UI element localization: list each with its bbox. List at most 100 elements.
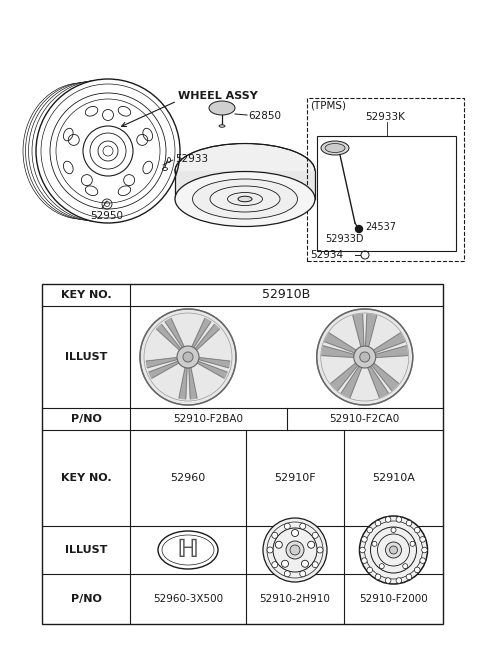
Circle shape [276,541,282,548]
Circle shape [281,560,288,567]
Circle shape [361,537,367,543]
Circle shape [286,541,304,559]
Circle shape [385,578,391,583]
Text: P/NO: P/NO [71,414,101,424]
Polygon shape [198,358,230,368]
Circle shape [312,562,318,567]
Text: 52910F: 52910F [274,473,316,483]
Polygon shape [156,325,181,351]
Circle shape [140,309,236,405]
Bar [307,98,464,261]
Text: 52950: 52950 [91,211,123,221]
Ellipse shape [175,144,315,199]
Circle shape [360,547,365,553]
Polygon shape [194,325,219,351]
Text: ILLUST: ILLUST [65,352,107,362]
Text: ILLUST: ILLUST [65,545,107,555]
Bar [42,284,443,624]
Circle shape [290,545,300,555]
Text: P/NO: P/NO [71,594,101,604]
Circle shape [284,571,290,577]
Polygon shape [341,365,362,398]
Circle shape [420,558,425,564]
Polygon shape [146,358,178,368]
Circle shape [360,516,428,584]
Text: WHEEL ASSY: WHEEL ASSY [178,91,258,101]
Circle shape [406,574,412,580]
Polygon shape [353,314,364,348]
Circle shape [414,527,420,533]
Text: 62850: 62850 [248,111,281,121]
Polygon shape [324,333,357,353]
Circle shape [414,567,420,573]
Circle shape [317,309,413,405]
Circle shape [177,346,199,368]
Polygon shape [322,346,355,358]
Circle shape [396,578,402,583]
Text: 52910-F2000: 52910-F2000 [359,594,428,604]
Polygon shape [192,319,211,348]
Polygon shape [367,365,388,398]
Text: 52910-F2CA0: 52910-F2CA0 [330,414,400,424]
Text: 52910B: 52910B [263,289,311,302]
Circle shape [360,352,370,362]
Circle shape [291,529,299,537]
Polygon shape [179,367,187,399]
Ellipse shape [325,144,345,152]
Ellipse shape [219,125,225,127]
Text: 52910-F2BA0: 52910-F2BA0 [173,414,243,424]
Circle shape [406,520,412,526]
Circle shape [361,558,367,564]
Text: (TPMS): (TPMS) [310,100,346,110]
Circle shape [422,547,427,553]
Circle shape [183,352,193,362]
Circle shape [317,547,323,553]
Polygon shape [331,363,358,390]
Polygon shape [196,361,227,379]
Ellipse shape [210,186,280,212]
Text: 52910-2H910: 52910-2H910 [260,594,330,604]
Polygon shape [189,367,197,399]
Ellipse shape [192,179,298,219]
Circle shape [385,542,401,558]
Circle shape [300,523,306,529]
Circle shape [301,560,309,567]
Circle shape [300,571,306,577]
Circle shape [372,541,377,546]
Ellipse shape [209,101,235,115]
Circle shape [375,574,381,580]
Circle shape [356,226,362,232]
Circle shape [312,532,318,539]
Circle shape [375,520,381,526]
Text: KEY NO.: KEY NO. [60,290,111,300]
Circle shape [272,532,278,539]
Polygon shape [371,363,399,390]
Circle shape [284,523,290,529]
Ellipse shape [228,192,263,205]
Circle shape [391,527,396,533]
Text: 52933: 52933 [175,154,208,164]
Polygon shape [165,319,184,348]
Circle shape [379,564,384,569]
Text: 52960-3X500: 52960-3X500 [153,594,223,604]
Circle shape [267,547,273,553]
Text: 52933D: 52933D [325,234,363,244]
Circle shape [420,537,425,543]
Circle shape [354,346,376,368]
Bar [317,136,456,251]
Text: 52933K: 52933K [366,112,406,122]
Circle shape [367,527,372,533]
Polygon shape [374,346,408,358]
Circle shape [263,518,327,582]
Circle shape [308,541,315,548]
Ellipse shape [321,141,349,155]
Circle shape [389,546,397,554]
Ellipse shape [238,196,252,202]
Polygon shape [149,361,180,379]
Circle shape [272,562,278,567]
Text: 52910A: 52910A [372,473,415,483]
Text: 52934: 52934 [310,250,343,260]
Text: ℍ: ℍ [177,538,199,562]
Text: 24537: 24537 [365,222,396,232]
Text: KEY NO.: KEY NO. [60,473,111,483]
